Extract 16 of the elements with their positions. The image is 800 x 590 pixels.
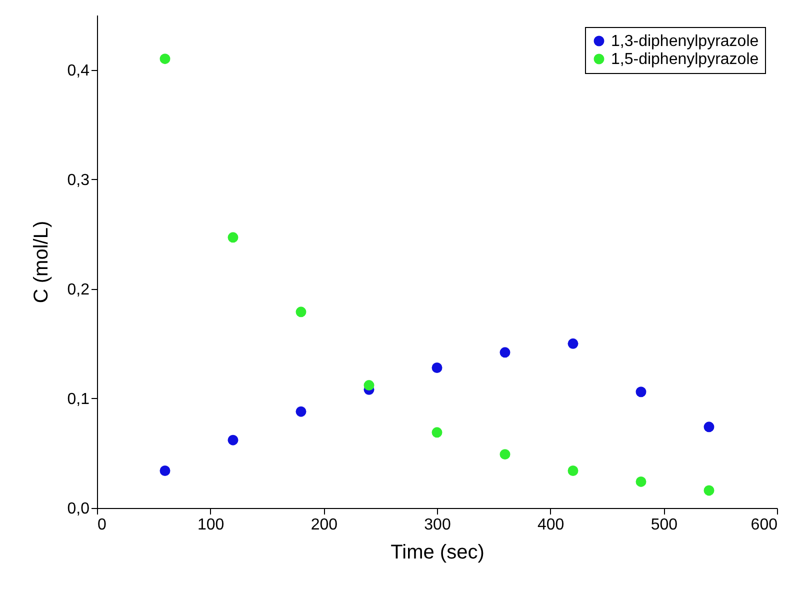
x-axis-title: Time (sec): [390, 542, 484, 564]
legend-label: 1,3-diphenylpyrazole: [611, 33, 759, 50]
x-tick-label: 500: [650, 516, 678, 534]
y-tick-label: 0,2: [67, 281, 90, 298]
x-tick-label: 100: [197, 516, 224, 534]
y-axis-title: C (mol/L): [30, 220, 52, 304]
y-tick-label: 0,4: [67, 62, 90, 80]
x-tick-label: 200: [310, 516, 338, 534]
y-tick-label: 0,1: [67, 390, 90, 408]
y-tick-label: 0,3: [67, 172, 90, 189]
legend-label: 1,5-diphenylpyrazole: [611, 51, 759, 68]
y-tick-label: 0,0: [67, 500, 90, 518]
x-tick-label: 600: [750, 516, 778, 534]
x-tick-label: 400: [537, 516, 564, 534]
x-tick-label: 300: [424, 516, 451, 534]
x-tick-label: 0: [98, 516, 106, 534]
